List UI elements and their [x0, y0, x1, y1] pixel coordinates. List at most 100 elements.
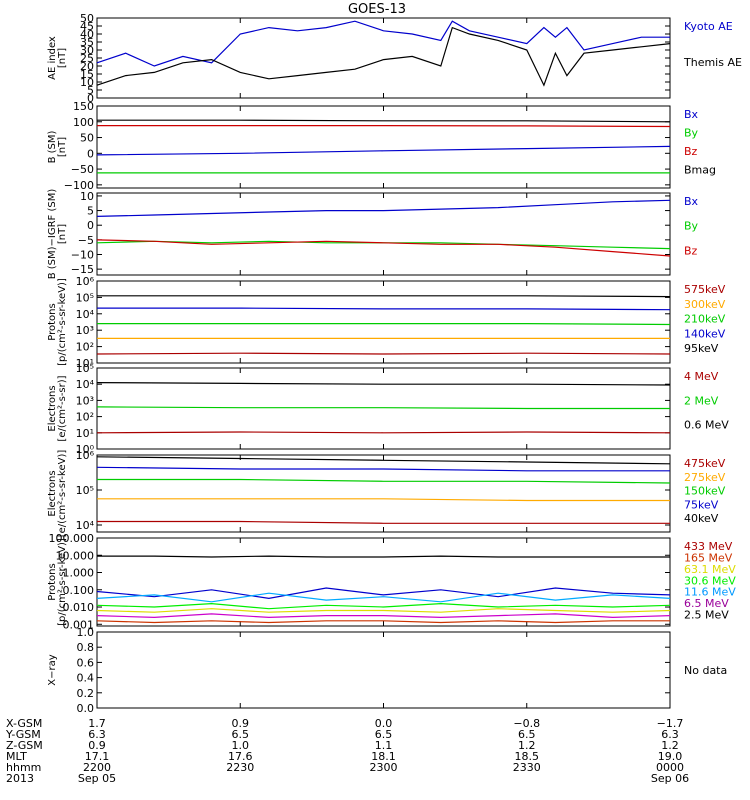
series-protons2-165-mev	[96, 613, 671, 619]
series-protons2-6.5-mev	[96, 587, 671, 600]
legend-label: 165 MeV	[684, 551, 733, 564]
series-protons1-95kev	[96, 352, 671, 355]
y-tick-label: 100.000	[49, 532, 95, 545]
time-row-label: Z-GSM	[6, 739, 43, 752]
y-axis-label: X−ray	[47, 654, 58, 685]
legend-label: 300keV	[684, 298, 726, 311]
legend-label: Bmag	[684, 164, 716, 177]
time-row-value: −0.8	[513, 717, 540, 730]
time-row-value: Sep 06	[651, 772, 689, 785]
series-protons2-433-mev	[96, 620, 670, 624]
legend-label: 140keV	[684, 327, 726, 340]
y-tick-label: 10¹	[76, 357, 94, 370]
panel-frame	[96, 17, 671, 99]
y-tick-label: 10¹	[76, 427, 94, 440]
time-row-label: Y-GSM	[5, 728, 41, 741]
y-tick-label: 5	[87, 205, 94, 218]
y-tick-label: 1.000	[63, 567, 95, 580]
time-row-label: hhmm	[6, 761, 41, 774]
panel-digrf: −15−10 −5 05 10 B (SM)−IGRF (SM) [nT] Bx By Bz	[47, 189, 699, 280]
y-tick-label: −5	[78, 234, 94, 247]
series-digrf-bx	[96, 199, 671, 217]
series-protons1-300kev	[97, 307, 671, 311]
y-tick-label: 15	[80, 68, 94, 81]
y-tick-label: 10²	[76, 341, 94, 354]
y-axis-label: Protons	[47, 303, 58, 340]
y-tick-label: 10³	[76, 394, 94, 407]
time-row-value: 6.5	[375, 728, 393, 741]
y-axis-label: [e/(cm²-s-sr-keV)]	[57, 450, 68, 538]
y-axis-label: [nT]	[57, 48, 68, 68]
panel-frame	[96, 105, 671, 189]
y-tick-label: 10³	[76, 324, 94, 337]
series-electrons1-4-mev	[96, 431, 671, 434]
time-row-value: −1.7	[657, 717, 684, 730]
y-tick-label: 0	[87, 147, 94, 160]
time-row-value: 17.6	[228, 750, 253, 763]
legend-label: 4 MeV	[684, 370, 719, 383]
y-tick-label: 20	[80, 60, 94, 73]
time-row-value: 0000	[656, 761, 684, 774]
y-tick-label: 50	[80, 12, 94, 25]
legend-label: No data	[684, 664, 727, 677]
y-axis-label: Electrons	[47, 470, 58, 516]
time-row-value: 17.1	[85, 750, 110, 763]
legend-label: 30.6 MeV	[684, 574, 736, 587]
series-protons2-63.1-mev	[96, 608, 671, 613]
y-tick-label: 10⁶	[76, 275, 95, 288]
y-axis-label: [nT]	[57, 137, 68, 157]
y-tick-label: 5	[87, 84, 94, 97]
y-tick-label: 10⁰	[76, 443, 95, 456]
legend-label: 11.6 MeV	[684, 586, 736, 599]
y-tick-label: 50	[80, 132, 94, 145]
series-electrons2-275kev	[97, 498, 670, 502]
series-protons2-2.5-mev	[97, 555, 670, 558]
legend-label: 6.5 MeV	[684, 597, 729, 610]
y-axis-label: B (SM)	[47, 130, 58, 163]
y-tick-label: 10⁴	[76, 519, 95, 532]
y-axis-label: [e/(cm²-s-sr)]	[57, 375, 68, 441]
y-tick-label: 10⁵	[76, 291, 94, 304]
time-axis: X-GSM 1.7 0.9 0.0 −0.8 −1.7 Y-GSM 6.3 6.5 6.5 6.5 6…	[5, 717, 689, 785]
y-tick-label: 150	[73, 100, 94, 113]
panel-xray: 0.0 0.2 0.4 0.6 0.8 1.0 X−ray No data	[47, 626, 727, 715]
time-row-value: 2200	[83, 761, 111, 774]
series-electrons2-150kev	[97, 478, 671, 484]
time-row-label: X-GSM	[6, 717, 42, 730]
y-tick-label: 45	[80, 20, 94, 33]
legend-label: Bx	[684, 108, 699, 121]
y-tick-label: 10⁶	[76, 449, 95, 462]
panel-electrons2: 10⁴ 10⁵ 10⁶ Electrons [e/(cm²-s-sr-keV)] 475k…	[47, 449, 726, 537]
legend-label: By	[684, 220, 699, 233]
y-tick-label: 40	[80, 28, 94, 41]
y-axis-label: [p/(cm²-s-sr-keV)]	[57, 278, 68, 366]
time-row-value: 18.1	[371, 750, 396, 763]
time-row-value: 0.9	[88, 739, 106, 752]
y-tick-label: 0.6	[77, 656, 95, 669]
y-axis-label: Protons	[47, 563, 58, 600]
y-tick-label: 10⁵	[76, 362, 94, 375]
y-tick-label: −10	[71, 249, 94, 262]
time-row-value: 2300	[370, 761, 398, 774]
time-row-label: MLT	[6, 750, 27, 763]
y-tick-label: 100	[73, 116, 94, 129]
legend-label: 75keV	[684, 498, 719, 511]
time-row-value: 1.1	[375, 739, 393, 752]
time-row-value: Sep 05	[78, 772, 116, 785]
y-tick-label: 1.0	[77, 626, 95, 639]
legend-label: 63.1 MeV	[684, 563, 736, 576]
y-tick-label: 0	[87, 219, 94, 232]
series-electrons1-0.6-mev	[96, 382, 671, 386]
series-ae-themis-ae	[96, 26, 671, 87]
time-row-value: 2230	[226, 761, 254, 774]
legend-label: Bz	[684, 145, 698, 158]
legend-label: Bx	[684, 195, 699, 208]
series-electrons1-2-mev	[96, 406, 670, 410]
y-tick-label: 10⁵	[76, 484, 94, 497]
series-ae-kyoto-ae	[96, 20, 670, 67]
y-tick-label: 0.010	[63, 601, 95, 614]
legend-label: 2.5 MeV	[684, 609, 729, 622]
y-tick-label: 0.2	[77, 687, 95, 700]
